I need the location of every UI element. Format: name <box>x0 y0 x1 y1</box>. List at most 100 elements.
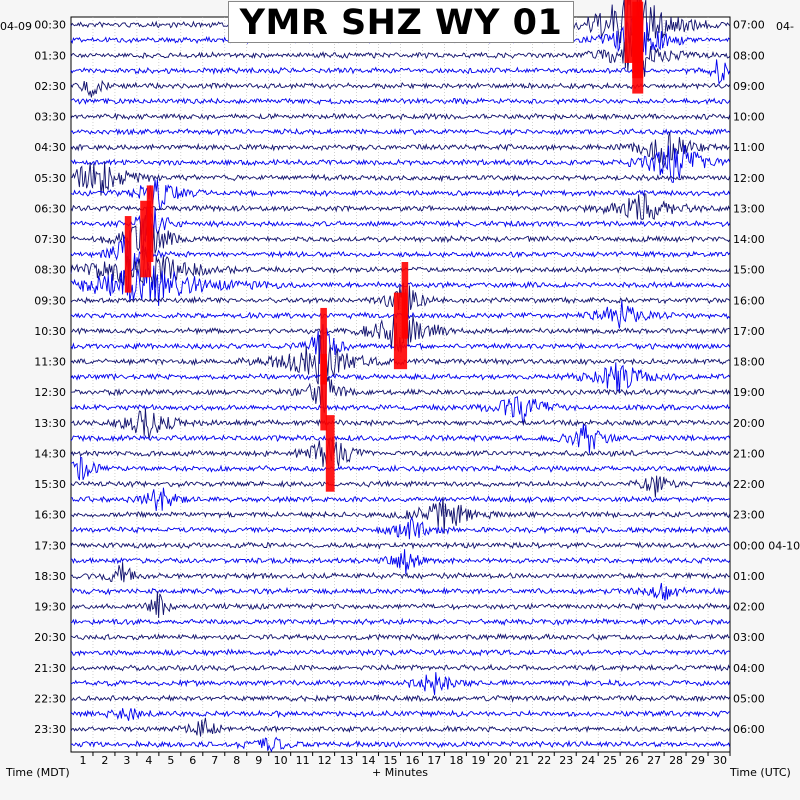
trace-row-9 <box>70 145 731 183</box>
x-tick-label: 14 <box>362 754 376 767</box>
right-date-header: 04- <box>776 20 794 33</box>
footer-time-mdt: Time (MDT) <box>6 766 70 779</box>
left-time-label: 01:30 <box>34 49 66 62</box>
trace-row-40 <box>70 633 731 642</box>
x-tick-label: 17 <box>427 754 441 767</box>
x-tick-label: 9 <box>255 754 262 767</box>
left-time-label: 08:30 <box>34 264 66 277</box>
chart-title-text: YMR SHZ WY 01 <box>239 3 563 43</box>
x-tick-label: 10 <box>274 754 288 767</box>
trace-row-25 <box>70 396 731 425</box>
left-time-label: 07:30 <box>34 233 66 246</box>
right-time-label: 07:00 <box>733 19 765 32</box>
right-time-label: 03:00 <box>733 631 765 644</box>
trace-row-17 <box>70 261 731 306</box>
x-tick-label: 24 <box>581 754 595 767</box>
trace-row-45 <box>70 708 730 721</box>
left-time-label: 02:30 <box>34 80 66 93</box>
clipped-event-marker <box>124 216 132 293</box>
x-tick-label: 11 <box>296 754 310 767</box>
x-tick-label: 6 <box>189 754 196 767</box>
trace-row-33 <box>70 516 730 540</box>
trace-row-5 <box>70 97 731 106</box>
left-time-label: 23:30 <box>34 723 66 736</box>
right-time-label: 00:00 04-10 <box>733 539 800 552</box>
right-time-label: 16:00 <box>733 294 765 307</box>
x-tick-label: 20 <box>493 754 507 767</box>
trace-row-35 <box>70 549 731 575</box>
trace-row-37 <box>70 582 731 601</box>
x-tick-label: 3 <box>123 754 130 767</box>
left-time-label: 19:30 <box>34 601 66 614</box>
trace-row-42 <box>70 663 731 672</box>
chart-title: YMR SHZ WY 01 <box>228 1 574 43</box>
trace-row-28 <box>70 436 731 467</box>
trace-row-15 <box>70 230 731 274</box>
right-time-label: 04:00 <box>733 662 765 675</box>
trace-row-44 <box>70 693 731 703</box>
left-time-label: 21:30 <box>34 662 66 675</box>
right-time-label: 15:00 <box>733 264 765 277</box>
footer-minutes: + Minutes <box>372 766 429 779</box>
x-tick-label: 30 <box>713 754 727 767</box>
grid-layer <box>92 17 709 752</box>
trace-row-31 <box>70 487 730 511</box>
clipped-event-marker <box>393 292 408 370</box>
left-date-header: 04-09 <box>0 20 32 33</box>
right-time-label: 13:00 <box>733 202 765 215</box>
trace-row-11 <box>70 179 731 211</box>
x-tick-label: 4 <box>145 754 152 767</box>
trace-row-7 <box>70 127 731 136</box>
trace-row-10 <box>70 161 731 196</box>
left-time-label: 14:30 <box>34 447 66 460</box>
x-tick-label: 2 <box>101 754 108 767</box>
right-time-label: 17:00 <box>733 325 765 338</box>
footer-time-utc: Time (UTC) <box>730 766 791 779</box>
trace-row-32 <box>70 496 731 534</box>
x-tick-label: 15 <box>384 754 398 767</box>
x-tick-label: 26 <box>625 754 639 767</box>
trace-row-4 <box>70 79 731 98</box>
trace-row-30 <box>70 475 731 498</box>
trace-row-43 <box>70 672 731 696</box>
trace-row-34 <box>70 541 731 550</box>
x-tick-label: 12 <box>318 754 332 767</box>
x-tick-label: 22 <box>537 754 551 767</box>
left-time-label: 03:30 <box>34 111 66 124</box>
x-tick-label: 13 <box>340 754 354 767</box>
trace-row-46 <box>70 717 731 737</box>
right-time-label: 09:00 <box>733 80 765 93</box>
right-time-label: 02:00 <box>733 601 765 614</box>
trace-row-39 <box>70 617 731 627</box>
event-layer <box>124 0 644 492</box>
x-tick-label: 7 <box>211 754 218 767</box>
x-tick-label: 25 <box>603 754 617 767</box>
trace-row-2 <box>70 22 731 77</box>
x-tick-label: 18 <box>449 754 463 767</box>
right-time-label: 08:00 <box>733 49 765 62</box>
x-tick-label: 1 <box>79 754 86 767</box>
left-time-label: 09:30 <box>34 294 66 307</box>
trace-row-47 <box>70 736 731 753</box>
right-time-label: 21:00 <box>733 447 765 460</box>
left-time-label: 06:30 <box>34 202 66 215</box>
clipped-event-marker <box>632 17 644 94</box>
left-time-label: 12:30 <box>34 386 66 399</box>
trace-row-24 <box>70 375 731 413</box>
left-time-label: 13:30 <box>34 417 66 430</box>
left-time-label: 18:30 <box>34 570 66 583</box>
trace-row-36 <box>70 562 731 583</box>
right-time-label: 10:00 <box>733 111 765 124</box>
trace-row-26 <box>70 408 731 440</box>
x-tick-label: 23 <box>559 754 573 767</box>
clipped-event-marker <box>320 353 327 431</box>
trace-row-27 <box>70 424 731 454</box>
trace-row-23 <box>70 362 731 394</box>
left-time-label: 11:30 <box>34 356 66 369</box>
clipped-event-marker <box>325 415 335 492</box>
x-tick-label: 16 <box>405 754 419 767</box>
right-time-label: 14:00 <box>733 233 765 246</box>
trace-row-18 <box>70 282 731 321</box>
right-time-label: 11:00 <box>733 141 765 154</box>
